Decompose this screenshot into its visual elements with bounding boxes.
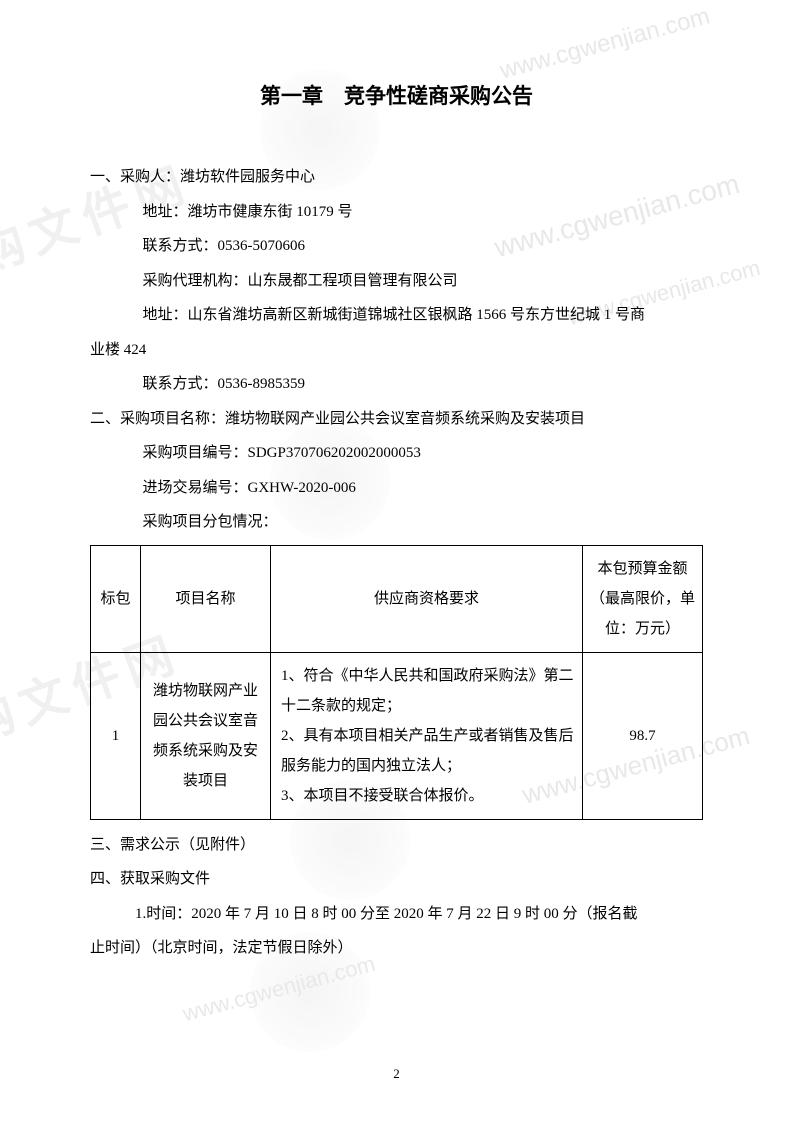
- package-intro: 采购项目分包情况：: [90, 505, 703, 540]
- purchaser-address: 地址：潍坊市健康东街 10179 号: [90, 195, 703, 230]
- purchaser-contact: 联系方式：0536-5070606: [90, 229, 703, 264]
- header-package: 标包: [91, 545, 141, 652]
- header-name: 项目名称: [141, 545, 271, 652]
- section3-heading: 三、需求公示（见附件）: [90, 828, 703, 863]
- agency-address-line1: 地址：山东省潍坊高新区新城街道锦城社区银枫路 1566 号东方世纪城 1 号商: [90, 298, 703, 333]
- project-number: 采购项目编号：SDGP370706202002000053: [90, 436, 703, 471]
- section4-time-line1: 1.时间：2020 年 7 月 10 日 8 时 00 分至 2020 年 7 …: [90, 897, 703, 932]
- cell-package: 1: [91, 652, 141, 819]
- section4-time-line2: 止时间）（北京时间，法定节假日除外）: [90, 931, 703, 966]
- package-table: 标包 项目名称 供应商资格要求 本包预算金额（最高限价，单位：万元） 1 潍坊物…: [90, 545, 703, 820]
- trade-number: 进场交易编号：GXHW-2020-006: [90, 471, 703, 506]
- section4-heading: 四、获取采购文件: [90, 862, 703, 897]
- section1-heading: 一、采购人：潍坊软件园服务中心: [90, 160, 703, 195]
- cell-name: 潍坊物联网产业园公共会议室音频系统采购及安装项目: [141, 652, 271, 819]
- agency-name: 采购代理机构：山东晟都工程项目管理有限公司: [90, 264, 703, 299]
- header-budget: 本包预算金额（最高限价，单位：万元）: [583, 545, 703, 652]
- watermark-url: www.cgwenjian.com: [497, 3, 713, 86]
- cell-requirements: 1、符合《中华人民共和国政府采购法》第二十二条款的规定； 2、具有本项目相关产品…: [271, 652, 583, 819]
- page-title: 第一章 竞争性磋商采购公告: [90, 80, 703, 110]
- page-number: 2: [393, 1066, 400, 1082]
- section2-heading: 二、采购项目名称：潍坊物联网产业园公共会议室音频系统采购及安装项目: [90, 402, 703, 437]
- cell-budget: 98.7: [583, 652, 703, 819]
- page-content: 第一章 竞争性磋商采购公告 一、采购人：潍坊软件园服务中心 地址：潍坊市健康东街…: [90, 80, 703, 966]
- table-row: 1 潍坊物联网产业园公共会议室音频系统采购及安装项目 1、符合《中华人民共和国政…: [91, 652, 703, 819]
- table-header-row: 标包 项目名称 供应商资格要求 本包预算金额（最高限价，单位：万元）: [91, 545, 703, 652]
- agency-address-line2: 业楼 424: [90, 333, 703, 368]
- agency-contact: 联系方式：0536-8985359: [90, 367, 703, 402]
- header-requirements: 供应商资格要求: [271, 545, 583, 652]
